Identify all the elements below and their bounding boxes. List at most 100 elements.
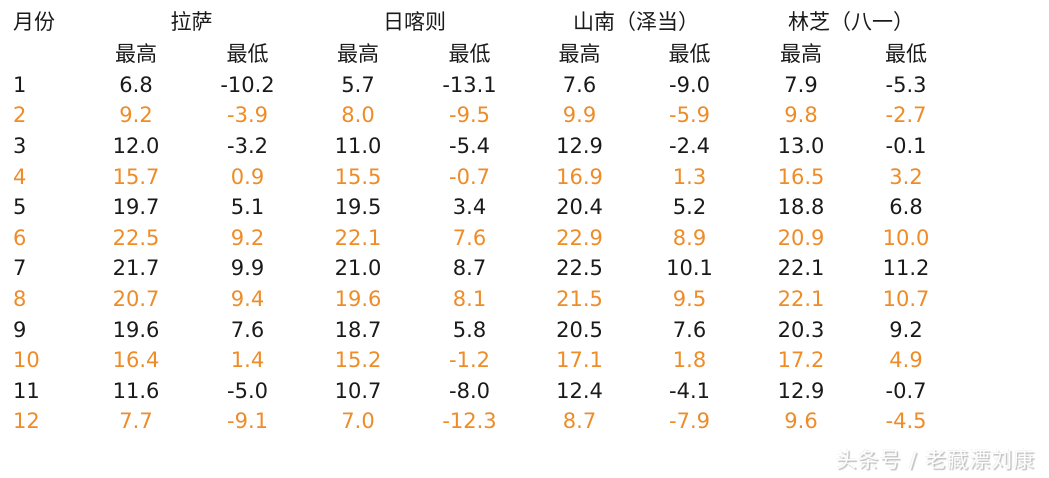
city-header-shigatse: 日喀则 (383, 9, 446, 34)
temp-cell: 21.0 (334, 256, 382, 281)
table-row-month-6: 6 22.5 9.2 22.1 7.6 22.9 8.9 20.9 10.0 (0, 223, 956, 254)
temp-cell: 0.9 (230, 164, 265, 189)
month-cell: 12 (13, 409, 40, 434)
temp-cell: 3.2 (889, 164, 923, 189)
temp-cell: 9.2 (230, 225, 265, 250)
temp-cell: 17.1 (556, 348, 603, 373)
temp-cell: 19.6 (112, 317, 160, 342)
temp-cell: 10.0 (882, 225, 930, 250)
temp-cell: 15.2 (334, 348, 382, 373)
month-column-header: 月份 (13, 9, 55, 34)
temp-cell: 12.4 (556, 378, 603, 403)
table-row-month-1: 1 6.8 -10.2 5.7 -13.1 7.6 -9.0 7.9 -5.3 (0, 70, 956, 101)
month-cell: 1 (13, 72, 27, 97)
month-cell: 3 (13, 133, 27, 158)
city-header-row: 月份 拉萨 日喀则 山南（泽当） 林芝（八一） (0, 5, 956, 39)
temp-cell: 20.3 (777, 317, 825, 342)
subheader-shannan-min: 最低 (668, 42, 711, 66)
temp-cell: 6.8 (889, 195, 923, 220)
temp-cell: 10.7 (334, 378, 382, 403)
temp-cell: 20.7 (112, 286, 160, 311)
temp-cell: -3.9 (227, 103, 268, 128)
table-row-month-10: 10 16.4 1.4 15.2 -1.2 17.1 1.8 17.2 4.9 (0, 345, 956, 376)
table-row-month-12: 12 7.7 -9.1 7.0 -12.3 8.7 -7.9 9.6 -4.5 (0, 407, 956, 438)
temp-cell: -9.5 (449, 103, 490, 128)
table-row-month-9: 9 19.6 7.6 18.7 5.8 20.5 7.6 20.3 9.2 (0, 315, 956, 346)
temperature-table: 月份 拉萨 日喀则 山南（泽当） 林芝（八一） 最高 最低 最高 最低 最高 最… (0, 5, 956, 437)
temp-cell: -2.7 (885, 103, 927, 128)
temp-cell: 8.9 (672, 225, 707, 250)
temp-cell: 15.5 (334, 164, 382, 189)
temp-cell: 9.5 (672, 286, 707, 311)
table-row-month-7: 7 21.7 9.9 21.0 8.7 22.5 10.1 22.1 11.2 (0, 254, 956, 285)
month-cell: 4 (13, 164, 27, 189)
table-body: 1 6.8 -10.2 5.7 -13.1 7.6 -9.0 7.9 -5.3 2 9.2 -3.9 8… (0, 70, 956, 437)
temp-cell: -12.3 (442, 409, 497, 434)
temp-cell: 9.2 (889, 317, 923, 342)
temp-cell: -0.7 (885, 378, 927, 403)
city-header-nyingchi: 林芝（八一） (788, 9, 914, 34)
temp-cell: -9.0 (669, 72, 710, 97)
temp-cell: 5.8 (452, 317, 487, 342)
month-cell: 8 (13, 286, 27, 311)
temp-cell: 20.4 (556, 195, 603, 220)
temp-cell: -9.1 (227, 409, 268, 434)
month-cell: 2 (13, 103, 27, 128)
temp-cell: 22.5 (556, 256, 603, 281)
temp-cell: 8.0 (341, 103, 375, 128)
temp-cell: 10.7 (882, 286, 930, 311)
temp-cell: 7.6 (672, 317, 707, 342)
month-cell: 7 (13, 256, 27, 281)
temp-cell: -5.0 (227, 378, 268, 403)
temp-cell: -3.2 (227, 133, 268, 158)
temp-cell: 7.6 (230, 317, 265, 342)
temp-cell: 19.7 (112, 195, 160, 220)
temp-cell: 19.5 (334, 195, 382, 220)
temp-cell: 1.3 (672, 164, 707, 189)
temp-cell: 21.7 (112, 256, 160, 281)
city-header-shannan: 山南（泽当） (573, 9, 699, 34)
subheader-shigatse-min: 最低 (448, 42, 491, 66)
subheader-nyingchi-max: 最高 (780, 42, 822, 66)
table-row-month-3: 3 12.0 -3.2 11.0 -5.4 12.9 -2.4 13.0 -0.1 (0, 131, 956, 162)
temp-cell: 11.6 (112, 378, 160, 403)
month-cell: 9 (13, 317, 27, 342)
subheader-lhasa-max: 最高 (115, 42, 157, 66)
subheader-shigatse-max: 最高 (337, 42, 379, 66)
temp-cell: 7.6 (452, 225, 487, 250)
temp-cell: 18.8 (777, 195, 825, 220)
temp-cell: 19.6 (334, 286, 382, 311)
subheader-shannan-max: 最高 (558, 42, 601, 66)
temp-cell: -13.1 (442, 72, 497, 97)
temp-cell: 11.2 (882, 256, 930, 281)
temp-cell: 16.4 (112, 348, 160, 373)
table-row-month-4: 4 15.7 0.9 15.5 -0.7 16.9 1.3 16.5 3.2 (0, 162, 956, 193)
temp-cell: -0.1 (885, 133, 927, 158)
table-row-month-5: 5 19.7 5.1 19.5 3.4 20.4 5.2 18.8 6.8 (0, 192, 956, 223)
temp-cell: 9.6 (784, 409, 818, 434)
temp-cell: 18.7 (334, 317, 382, 342)
temp-cell: 6.8 (119, 72, 153, 97)
temp-cell: -2.4 (669, 133, 710, 158)
month-cell: 6 (13, 225, 27, 250)
temp-cell: 10.1 (666, 256, 713, 281)
watermark: 头条号 / 老藏漂刘康 (835, 448, 1035, 472)
temp-cell: 22.9 (556, 225, 603, 250)
temp-cell: 7.9 (784, 72, 818, 97)
temp-cell: 12.9 (777, 378, 825, 403)
temp-cell: 1.8 (672, 348, 707, 373)
table-row-month-8: 8 20.7 9.4 19.6 8.1 21.5 9.5 22.1 10.7 (0, 284, 956, 315)
temp-cell: 9.2 (119, 103, 153, 128)
temp-cell: 5.2 (672, 195, 707, 220)
table-row-month-2: 2 9.2 -3.9 8.0 -9.5 9.9 -5.9 9.8 -2.7 (0, 101, 956, 132)
table-row-month-11: 11 11.6 -5.0 10.7 -8.0 12.4 -4.1 12.9 -0.7 (0, 376, 956, 407)
temp-cell: 22.5 (112, 225, 160, 250)
temp-cell: 13.0 (777, 133, 825, 158)
month-cell: 11 (13, 378, 40, 403)
temp-cell: 9.4 (230, 286, 265, 311)
temp-cell: 21.5 (556, 286, 603, 311)
temp-cell: 17.2 (777, 348, 825, 373)
temp-cell: 8.7 (452, 256, 487, 281)
temp-cell: -1.2 (449, 348, 490, 373)
temp-cell: 22.1 (777, 256, 825, 281)
